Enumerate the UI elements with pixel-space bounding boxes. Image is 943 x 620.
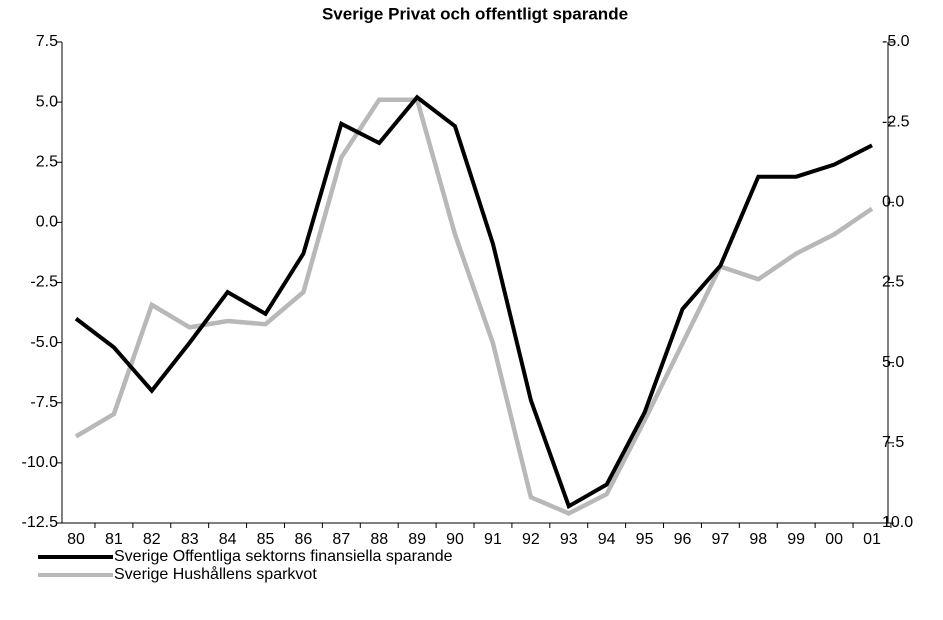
x-tick-label: 00 <box>825 531 843 548</box>
y2-tick-label: 5.0 <box>882 354 904 371</box>
legend-label: Sverige Offentliga sektorns finansiella … <box>114 548 453 565</box>
x-tick-label: 99 <box>787 531 805 548</box>
y-tick-label: 7.5 <box>36 33 58 50</box>
y2-tick-label: 10.0 <box>882 514 913 531</box>
y-tick-label: 0.0 <box>36 214 58 231</box>
x-tick-label: 89 <box>408 531 426 548</box>
x-tick-label: 01 <box>863 531 881 548</box>
x-tick-label: 94 <box>598 531 616 548</box>
x-tick-label: 92 <box>522 531 540 548</box>
y2-tick-label: -5.0 <box>882 33 910 50</box>
x-tick-label: 98 <box>749 531 767 548</box>
y2-tick-label: 2.5 <box>882 274 904 291</box>
y2-tick-label: -2.5 <box>882 113 910 130</box>
y-tick-label: -2.5 <box>30 274 58 291</box>
y2-tick-label: 7.5 <box>882 434 904 451</box>
y-tick-label: 2.5 <box>36 153 58 170</box>
chart-title: Sverige Privat och offentligt sparande <box>322 4 628 23</box>
x-tick-label: 93 <box>560 531 578 548</box>
series-line <box>74 94 873 510</box>
x-tick-label: 82 <box>143 531 161 548</box>
legend-label: Sverige Hushållens sparkvot <box>114 565 317 583</box>
x-tick-label: 96 <box>674 531 692 548</box>
y2-tick-label: 0.0 <box>882 194 904 211</box>
x-tick-label: 85 <box>257 531 275 548</box>
x-tick-label: 87 <box>332 531 350 548</box>
y-tick-label: -10.0 <box>22 454 59 471</box>
series-line <box>74 97 874 516</box>
x-tick-label: 88 <box>370 531 388 548</box>
y-tick-label: 5.0 <box>36 93 58 110</box>
x-tick-label: 80 <box>67 531 85 548</box>
x-tick-label: 84 <box>219 531 237 548</box>
y-tick-label: -7.5 <box>30 394 58 411</box>
x-tick-label: 91 <box>484 531 502 548</box>
y-tick-label: -5.0 <box>30 334 58 351</box>
x-tick-label: 83 <box>181 531 199 548</box>
x-tick-label: 97 <box>711 531 729 548</box>
x-tick-label: 86 <box>295 531 313 548</box>
x-tick-label: 81 <box>105 531 123 548</box>
x-tick-label: 90 <box>446 531 464 548</box>
x-tick-label: 95 <box>636 531 654 548</box>
y-tick-label: -12.5 <box>22 514 59 531</box>
